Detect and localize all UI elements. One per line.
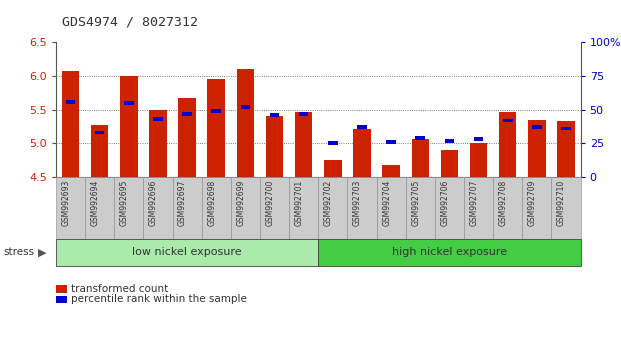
Bar [211,109,221,113]
Bar [499,113,517,177]
Bar [532,125,542,129]
Text: low nickel exposure: low nickel exposure [132,247,242,257]
Bar [153,117,163,121]
Bar [270,113,279,117]
Text: GSM992701: GSM992701 [295,180,304,226]
Bar [528,120,546,177]
Text: GSM992697: GSM992697 [178,180,187,227]
Text: GSM992695: GSM992695 [120,180,129,227]
Bar [353,129,371,177]
Bar [328,142,338,145]
Bar [557,121,575,177]
Bar [441,150,458,177]
Bar [178,98,196,177]
Bar [240,105,250,109]
Bar [66,100,75,104]
Bar [445,139,454,143]
Text: GSM992694: GSM992694 [91,180,99,227]
Bar [61,72,79,177]
Text: GSM992698: GSM992698 [207,180,216,226]
Bar [299,112,309,116]
Bar [324,160,342,177]
Text: GSM992708: GSM992708 [499,180,508,226]
Bar [386,140,396,144]
Text: percentile rank within the sample: percentile rank within the sample [71,294,247,304]
Text: GSM992707: GSM992707 [469,180,479,227]
Bar [207,80,225,177]
Bar [124,101,134,105]
Text: GSM992709: GSM992709 [528,180,537,227]
Text: ▶: ▶ [38,247,47,257]
Text: stress: stress [3,247,34,257]
Text: GSM992703: GSM992703 [353,180,362,227]
Bar [91,125,109,177]
Text: GSM992704: GSM992704 [382,180,391,227]
Bar [383,165,400,177]
Text: GSM992705: GSM992705 [411,180,420,227]
Bar [470,143,487,177]
Text: GSM992700: GSM992700 [266,180,274,227]
Text: high nickel exposure: high nickel exposure [392,247,507,257]
Bar [149,110,166,177]
Bar [415,136,425,140]
Bar [295,113,312,177]
Bar [95,131,104,135]
Text: transformed count: transformed count [71,284,169,293]
Text: GSM992696: GSM992696 [149,180,158,227]
Bar [183,112,192,116]
Text: GSM992693: GSM992693 [61,180,70,227]
Text: GSM992706: GSM992706 [440,180,450,227]
Text: GSM992699: GSM992699 [237,180,245,227]
Bar [474,137,483,141]
Text: GDS4974 / 8027312: GDS4974 / 8027312 [62,16,198,29]
Text: GSM992710: GSM992710 [557,180,566,226]
Bar [357,125,367,129]
Bar [412,139,429,177]
Text: GSM992702: GSM992702 [324,180,333,226]
Bar [561,127,571,131]
Bar [237,69,254,177]
Bar [266,116,283,177]
Bar [120,76,137,177]
Bar [503,119,512,122]
